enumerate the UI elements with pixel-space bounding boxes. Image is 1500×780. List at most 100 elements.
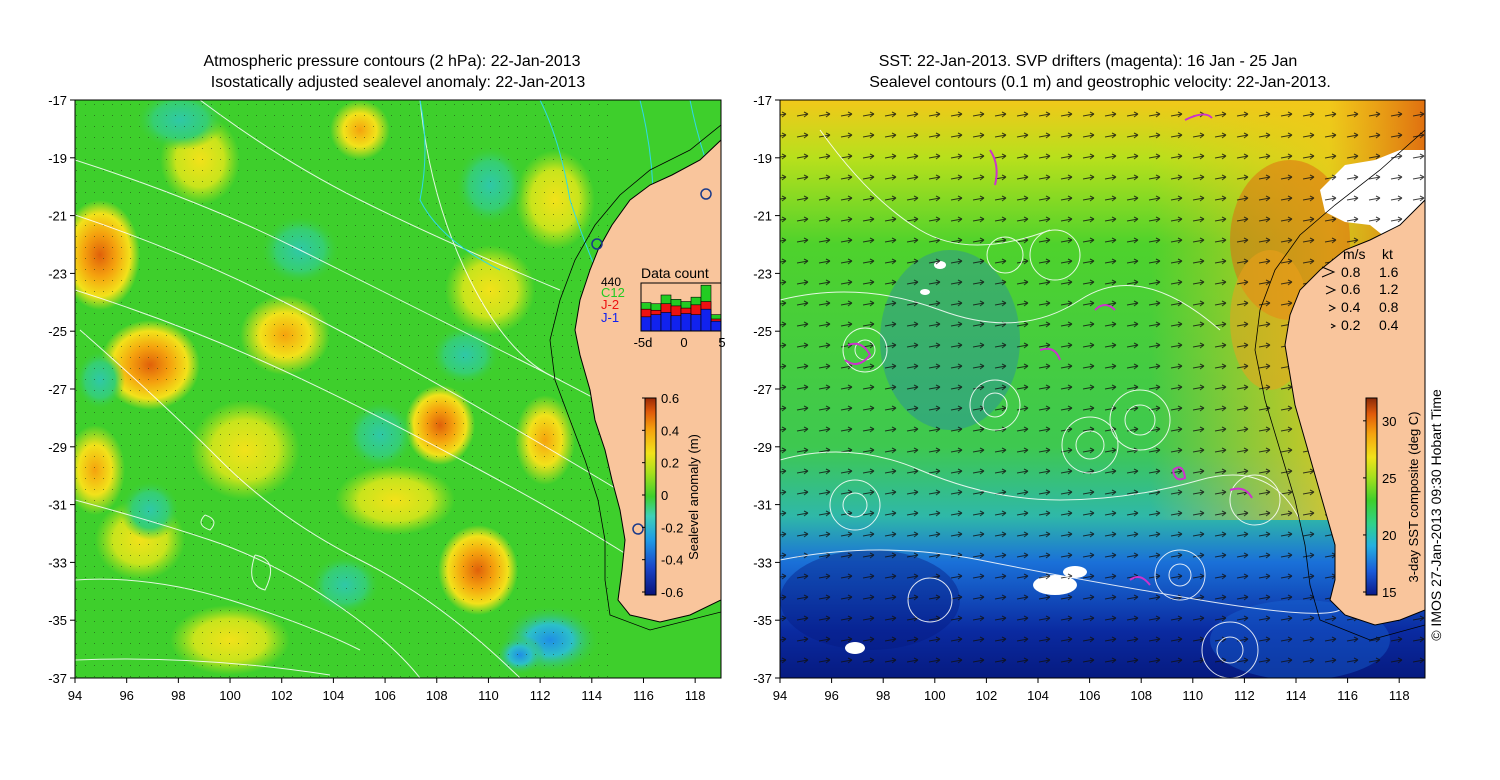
left-y-tick-label: -29 [48, 440, 67, 455]
right-y-tick-label: -17 [753, 93, 772, 108]
velocity-legend-row3-ms: 0.4 [1341, 299, 1361, 315]
svp-drifter-tracks [844, 113, 1253, 586]
colorbar-tick-label: -0.6 [661, 585, 683, 600]
right-x-tick-label: 118 [1389, 688, 1410, 703]
right-colorbar-ticks: 30 25 20 15 [1363, 414, 1396, 600]
left-x-tick-label: 94 [68, 688, 82, 703]
right-title-line2: Sealevel contours (0.1 m) and geostrophi… [869, 74, 1331, 91]
left-x-tick-label: 108 [426, 688, 448, 703]
significance-dots [75, 100, 615, 678]
right-x-tick-label: 114 [1286, 688, 1307, 703]
colorbar-tick-label: 25 [1382, 471, 1396, 486]
velocity-legend-row4-ms: 0.2 [1341, 317, 1361, 333]
data-count-frame [640, 282, 722, 332]
data-count-bar-j-1 [700, 308, 712, 332]
velocity-legend-row1-kt: 1.6 [1379, 264, 1399, 280]
data-count-max: 440 [601, 275, 621, 289]
left-y-tick-label: -37 [48, 671, 67, 686]
left-x-tick-label: 112 [530, 688, 551, 703]
data-count-title: Data count [641, 265, 709, 281]
legend-j2: J-2 [601, 297, 619, 312]
data-count-bar-j-1 [650, 314, 662, 332]
left-y-tick-label: -35 [48, 613, 67, 628]
velocity-legend-row3-kt: 0.8 [1379, 299, 1399, 315]
left-colorbar: 0.6 0.4 0.2 0 -0.2 -0.4 -0.6 Sealevel anomaly … [642, 391, 701, 600]
data-count-bar-j-1 [710, 320, 722, 332]
right-x-axis: 94 96 98 100 102 104 106 108 110 112 114 116 118 [773, 678, 1410, 703]
left-x-axis: 94 96 98 100 102 104 106 108 110 112 114 116 118 [68, 678, 706, 703]
velocity-legend-kt-header: kt [1382, 246, 1393, 262]
right-x-tick-label: 100 [924, 688, 946, 703]
left-x-tick-label: 116 [633, 688, 654, 703]
left-y-tick-label: -27 [48, 382, 67, 397]
left-colorbar-ramp [644, 397, 657, 596]
right-x-tick-label: 116 [1337, 688, 1358, 703]
right-y-axis: -17 -19 -21 -23 -25 -27 -29 -31 -33 -35 -37 [753, 93, 780, 686]
sealevel-contours [780, 129, 1341, 678]
data-count-bar-j-1 [640, 316, 652, 332]
left-title-line1: Atmospheric pressure contours (2 hPa): 2… [203, 53, 580, 70]
right-shelf-edge [1254, 129, 1425, 641]
left-colorbar-ticks: 0.6 0.4 0.2 0 -0.2 -0.4 -0.6 [642, 391, 683, 600]
left-x-tick-label: 106 [374, 688, 396, 703]
right-map [780, 100, 1425, 678]
left-x-tick-label: 102 [271, 688, 293, 703]
left-x-tick-label: 114 [581, 688, 602, 703]
velocity-legend-row4-kt: 0.4 [1379, 317, 1399, 333]
legend-j1: J-1 [601, 310, 619, 325]
data-count-xtick-3: 5 [718, 335, 725, 350]
velocity-legend-row2-kt: 1.2 [1379, 281, 1399, 297]
colorbar-tick-label: -0.2 [661, 520, 683, 535]
left-x-tick-label: 104 [323, 688, 345, 703]
shelf-edge [549, 124, 721, 631]
right-land [1284, 199, 1425, 626]
left-y-tick-label: -31 [48, 498, 67, 513]
right-y-tick-label: -25 [753, 324, 772, 339]
right-x-tick-label: 108 [1130, 688, 1152, 703]
left-x-tick-label: 96 [119, 688, 133, 703]
left-x-tick-label: 110 [478, 688, 499, 703]
right-x-tick-label: 110 [1182, 688, 1203, 703]
left-y-tick-label: -33 [48, 555, 67, 570]
colorbar-tick-label: 15 [1382, 585, 1396, 600]
right-y-tick-label: -35 [753, 613, 772, 628]
velocity-legend-arrows [1321, 266, 1337, 329]
left-x-tick-label: 98 [171, 688, 185, 703]
right-y-tick-label: -19 [753, 151, 772, 166]
right-x-tick-label: 112 [1234, 688, 1255, 703]
right-x-tick-label: 96 [824, 688, 838, 703]
right-x-tick-label: 102 [976, 688, 998, 703]
colorbar-tick-label: 0.6 [661, 391, 679, 406]
right-title-line1: SST: 22-Jan-2013. SVP drifters (magenta)… [879, 53, 1298, 70]
data-count-xtick-1: -5d [634, 335, 653, 350]
left-y-tick-label: -25 [48, 324, 67, 339]
left-y-tick-label: -17 [48, 93, 67, 108]
right-y-tick-label: -27 [753, 382, 772, 397]
tide-gauge-markers [591, 188, 712, 535]
right-y-tick-label: -33 [753, 555, 772, 570]
data-count-xtick-2: 0 [680, 335, 687, 350]
velocity-legend-ms-header: m/s [1343, 246, 1366, 262]
right-y-tick-label: -23 [753, 266, 772, 281]
velocity-legend-row2-ms: 0.6 [1341, 281, 1361, 297]
pressure-contours [75, 100, 721, 678]
right-colorbar-ramp [1365, 397, 1378, 596]
right-y-tick-label: -21 [753, 209, 772, 224]
data-count-bars [640, 284, 722, 332]
right-x-tick-label: 106 [1079, 688, 1101, 703]
data-count-bar-j-1 [670, 315, 682, 332]
data-count-bar-j-1 [660, 312, 672, 332]
velocity-legend: m/s kt 0.8 1.6 0.6 1.2 0.4 0.8 0.2 0.4 [1321, 246, 1399, 333]
left-y-tick-label: -21 [48, 209, 67, 224]
data-count-bar-j-1 [680, 313, 692, 332]
right-x-tick-label: 94 [773, 688, 787, 703]
colorbar-tick-label: 20 [1382, 528, 1396, 543]
left-x-tick-label: 100 [219, 688, 241, 703]
right-y-tick-label: -37 [753, 671, 772, 686]
legend-c12: C12 [601, 285, 625, 300]
colorbar-tick-label: -0.4 [661, 553, 683, 568]
left-y-tick-label: -23 [48, 266, 67, 281]
imos-credit: © IMOS 27-Jan-2013 09:30 Hobart Time [1428, 389, 1444, 641]
colorbar-tick-label: 30 [1382, 414, 1396, 429]
left-map [75, 100, 721, 678]
